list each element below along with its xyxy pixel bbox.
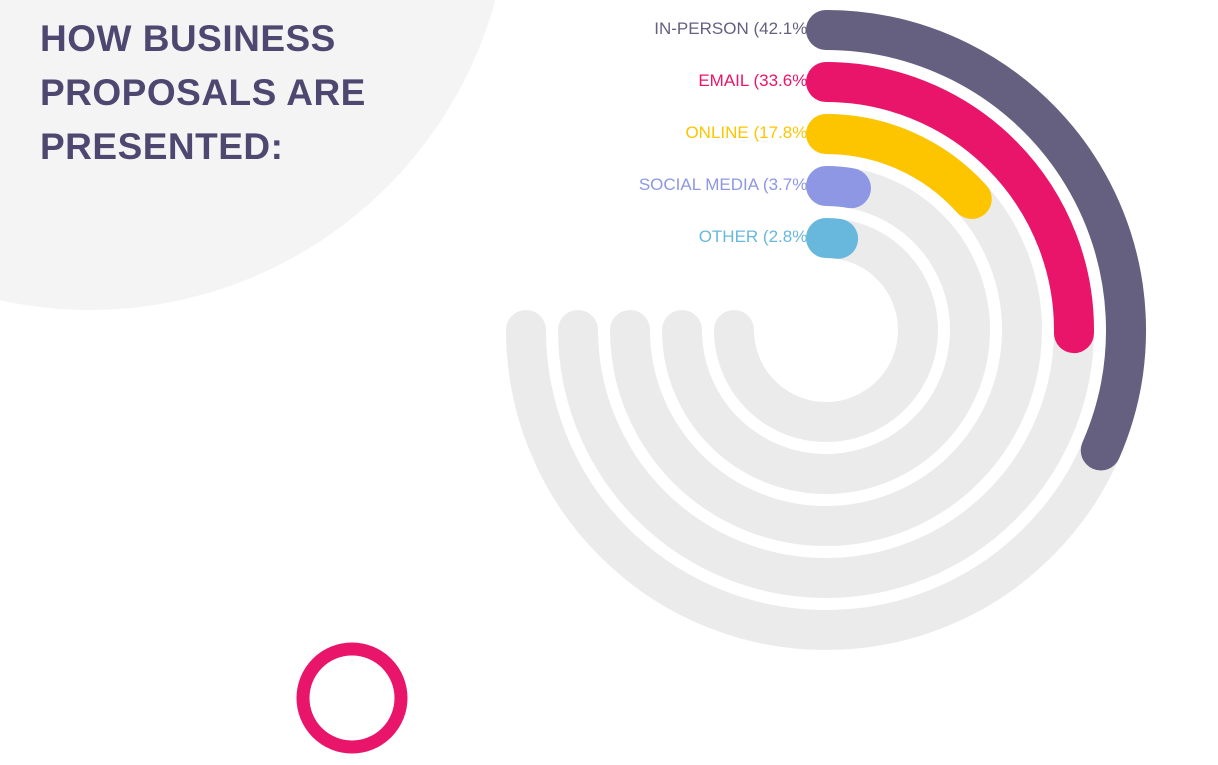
- category-label: OTHER: [699, 227, 759, 246]
- bar-label: ONLINE (17.8%): [685, 123, 813, 142]
- radial-bar: [806, 166, 871, 209]
- chart-title: HOW BUSINESS PROPOSALS ARE PRESENTED:: [40, 18, 366, 167]
- background-shape: [0, 0, 496, 310]
- category-label: IN-PERSON: [654, 19, 748, 38]
- radial-bar: [806, 114, 992, 220]
- bar-label: OTHER (2.8%): [699, 227, 813, 246]
- value-label: (2.8%): [763, 227, 813, 246]
- value-label: (17.8%): [753, 123, 813, 142]
- track: [662, 166, 990, 494]
- radial-bar: [806, 218, 859, 259]
- decor-ring: [296, 642, 408, 754]
- bar-label: SOCIAL MEDIA (3.7%): [639, 175, 813, 194]
- category-label: EMAIL: [698, 71, 749, 90]
- value-label: (42.1%): [753, 19, 813, 38]
- category-label: ONLINE: [685, 123, 748, 142]
- value-label: (33.6%): [753, 71, 813, 90]
- radial-bar: [806, 10, 1146, 471]
- category-label: SOCIAL MEDIA: [639, 175, 760, 194]
- bar-label: EMAIL (33.6%): [698, 71, 813, 90]
- radial-bar: [806, 62, 1094, 354]
- value-label: (3.7%): [763, 175, 813, 194]
- bar-label: IN-PERSON (42.1%): [654, 19, 813, 38]
- track: [714, 218, 938, 442]
